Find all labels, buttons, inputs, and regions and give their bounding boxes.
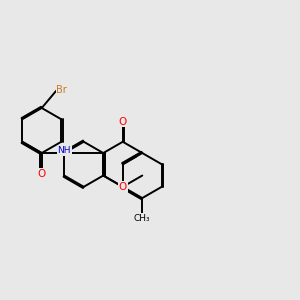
Text: O: O — [118, 117, 127, 127]
Text: CH₃: CH₃ — [134, 214, 151, 223]
Text: O: O — [118, 182, 127, 192]
Text: Br: Br — [56, 85, 67, 95]
Text: O: O — [38, 169, 46, 178]
Text: NH: NH — [58, 146, 71, 155]
